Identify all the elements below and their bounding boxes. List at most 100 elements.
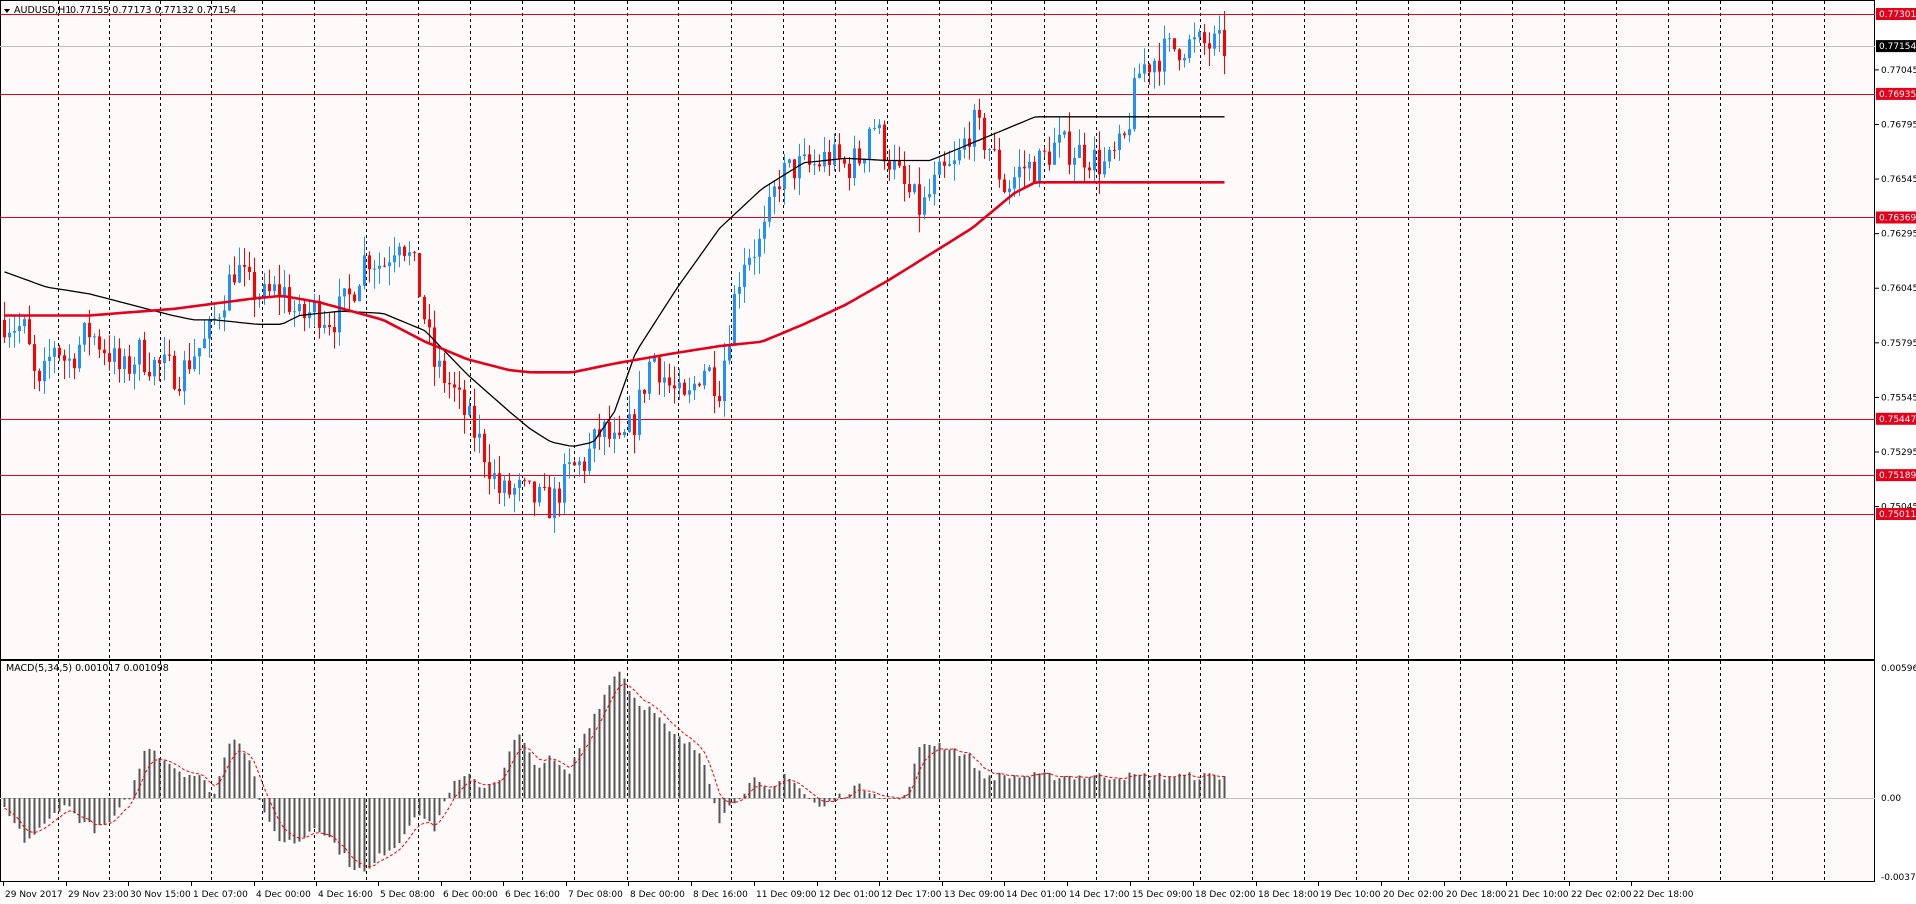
candle-body xyxy=(208,319,211,339)
price-tick-label: 0.75545 xyxy=(1881,393,1916,403)
candle xyxy=(3,301,6,344)
macd-bar xyxy=(823,798,826,807)
candle-body xyxy=(183,360,186,392)
macd-bar xyxy=(878,798,881,799)
candle xyxy=(248,251,251,281)
candle xyxy=(203,320,206,349)
candle xyxy=(443,352,446,393)
price-tick-label: 0.75045 xyxy=(1881,503,1916,513)
chevron-down-icon[interactable] xyxy=(4,9,10,13)
price-tick-label: 0.75295 xyxy=(1881,448,1916,458)
macd-bar xyxy=(288,798,291,840)
candle xyxy=(473,388,476,452)
candle-body xyxy=(98,336,101,350)
candle-body xyxy=(198,348,201,357)
candle xyxy=(348,274,351,313)
macd-bar xyxy=(168,763,171,798)
candle xyxy=(323,310,326,334)
candle-body xyxy=(993,149,996,151)
macd-bar xyxy=(363,798,366,872)
candle-body xyxy=(118,348,121,370)
price-tick-label: 0.75795 xyxy=(1881,339,1916,349)
candle-body xyxy=(988,149,991,151)
candle-body xyxy=(13,331,16,333)
candle-body xyxy=(698,383,701,386)
candle xyxy=(693,376,696,400)
candle-body xyxy=(1098,149,1101,175)
time-tick-label: 14 Dec 01:00 xyxy=(1006,890,1067,900)
candle xyxy=(523,477,526,487)
candle xyxy=(1138,63,1141,79)
candle-body xyxy=(393,255,396,263)
candle xyxy=(493,459,496,490)
symbol-header[interactable]: AUDUSD,H1 0.77155 0.77173 0.77132 0.7715… xyxy=(4,5,236,16)
macd-bar xyxy=(463,776,466,798)
candle xyxy=(53,341,56,374)
candle xyxy=(1043,146,1046,157)
candle-body xyxy=(1198,32,1201,38)
macd-bar xyxy=(63,798,66,806)
candle-body xyxy=(328,324,331,328)
candle-body xyxy=(898,160,901,166)
candle xyxy=(343,287,346,312)
candle-body xyxy=(838,144,841,160)
macd-bar xyxy=(343,798,346,854)
time-tick-label: 20 Dec 02:00 xyxy=(1383,890,1444,900)
candle-body xyxy=(8,332,11,338)
candle xyxy=(1198,28,1201,43)
macd-bar xyxy=(843,797,846,799)
macd-bar xyxy=(658,717,661,798)
candle-body xyxy=(1128,129,1131,136)
candle xyxy=(78,336,81,373)
candle xyxy=(1008,180,1011,205)
candle-body xyxy=(493,473,496,479)
candle xyxy=(368,251,371,283)
candle xyxy=(263,273,266,305)
time-tick-label: 11 Dec 09:00 xyxy=(756,890,817,900)
macd-bar xyxy=(1133,774,1136,798)
candle-body xyxy=(378,265,381,269)
candle xyxy=(1063,130,1066,139)
candle-body xyxy=(658,357,661,383)
candle xyxy=(823,136,826,173)
macd-bar xyxy=(1063,776,1066,798)
candle xyxy=(958,138,961,165)
candle xyxy=(538,483,541,507)
candle xyxy=(708,364,711,372)
candle-body xyxy=(353,294,356,302)
macd-bar xyxy=(253,776,256,798)
macd-bar xyxy=(573,757,576,798)
candle xyxy=(278,264,281,315)
candle xyxy=(188,342,191,374)
macd-bar xyxy=(1033,772,1036,798)
candle-body xyxy=(453,384,456,388)
price-tick-label: 0.77045 xyxy=(1881,66,1916,76)
candle xyxy=(568,448,571,479)
candle-body xyxy=(153,359,156,377)
candle-body xyxy=(913,184,916,193)
candle-body xyxy=(893,160,896,170)
macd-bar xyxy=(353,798,356,871)
candle xyxy=(548,474,551,519)
candle-body xyxy=(343,288,346,297)
current-price-tag xyxy=(1876,40,1916,53)
macd-bar xyxy=(158,758,161,798)
candle xyxy=(123,348,126,383)
candle-body xyxy=(513,487,516,495)
candle-body xyxy=(93,336,96,338)
macd-bar xyxy=(698,753,701,798)
macd-bar xyxy=(393,798,396,849)
candle xyxy=(533,481,536,517)
macd-bar xyxy=(383,798,386,856)
candle xyxy=(618,415,621,439)
candle xyxy=(58,344,61,362)
candle-body xyxy=(1178,49,1181,61)
candle xyxy=(1073,147,1076,182)
candle-body xyxy=(528,480,531,482)
macd-bar xyxy=(358,798,361,868)
candle-body xyxy=(518,479,521,488)
macd-bar xyxy=(473,779,476,798)
macd-bar xyxy=(238,743,241,798)
